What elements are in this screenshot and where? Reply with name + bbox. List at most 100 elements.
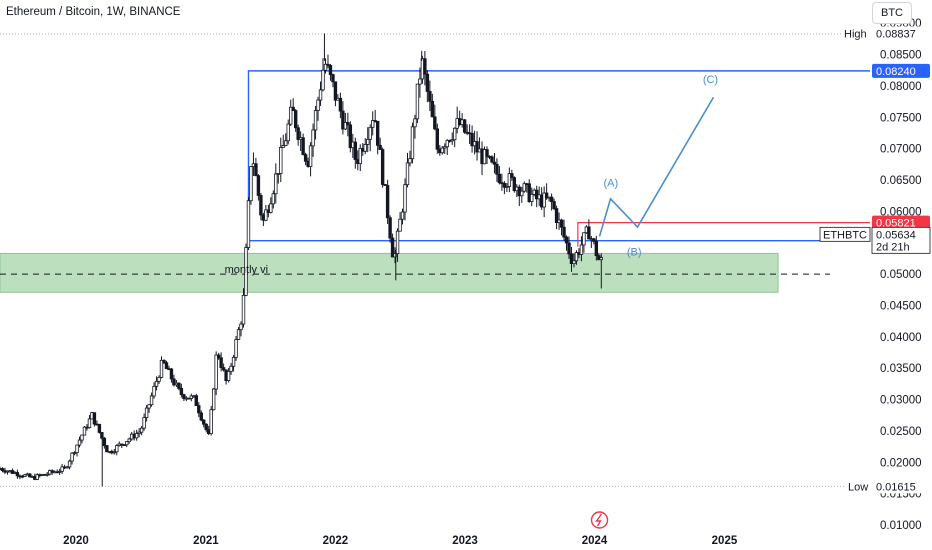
candle-body: [549, 196, 554, 202]
candle-body: [599, 257, 603, 261]
candle-body: [582, 232, 586, 246]
candle-body: [574, 252, 579, 262]
candle-body: [462, 119, 467, 133]
candle-body: [112, 451, 116, 454]
date-tick-label: 2020: [63, 535, 89, 547]
candle-body: [301, 137, 305, 155]
candle-body: [157, 376, 161, 382]
candle-body: [497, 173, 502, 184]
candle-body: [572, 260, 576, 264]
candle-body: [87, 418, 92, 428]
candle-body: [246, 200, 251, 248]
candle-body: [70, 452, 74, 462]
candle-body: [495, 163, 499, 175]
candle-body: [172, 378, 176, 386]
candle-body: [485, 149, 489, 157]
upper-level-value: 0.08240: [876, 66, 916, 78]
countdown-value: 2d 21h: [876, 241, 910, 253]
candle-body: [520, 190, 524, 197]
price-tick-label: 0.03500: [880, 363, 922, 375]
candle-body: [15, 472, 20, 477]
candle-body: [403, 184, 407, 213]
candle-body: [326, 63, 330, 66]
candle-body: [348, 124, 353, 149]
candle-body: [445, 139, 449, 148]
candle-body: [413, 118, 417, 128]
candle-body: [579, 244, 584, 255]
candle-body: [127, 438, 131, 443]
low-badge: [872, 479, 930, 494]
support-zone: [0, 252, 779, 293]
candle-body: [527, 183, 531, 203]
price-tick-label: 0.08000: [880, 81, 922, 93]
candle-body: [343, 122, 348, 130]
candle-body: [333, 81, 338, 101]
price-tick-label: 0.01000: [880, 520, 922, 532]
chart-title: Ethereum / Bitcoin, 1W, BINANCE: [6, 6, 181, 18]
high-tag: [841, 26, 871, 41]
candle-body: [440, 147, 444, 154]
candle-body: [23, 474, 27, 477]
price-tick-label: 0.07000: [880, 144, 922, 156]
candle-body: [214, 354, 218, 390]
candle-body: [475, 141, 479, 153]
candle-body: [492, 161, 497, 165]
candle-body: [410, 126, 415, 160]
candle-body: [60, 466, 64, 472]
candle-body: [80, 434, 84, 441]
date-tick-label: 2023: [452, 535, 478, 547]
candle-body: [308, 145, 313, 167]
candle-body: [142, 417, 146, 429]
candle-body: [569, 253, 574, 264]
candle-body: [388, 217, 392, 239]
candle-body: [450, 139, 454, 142]
ideas-icon: [590, 511, 609, 529]
candle-body: [256, 175, 261, 196]
candle-body: [199, 412, 203, 421]
price-tick-label: 0.05000: [880, 269, 922, 281]
candle-body: [45, 473, 49, 476]
candle-body: [338, 97, 343, 112]
candle-body: [264, 209, 268, 221]
candle-body: [82, 426, 87, 436]
elliott-wave-projection: [598, 96, 715, 237]
candle-body: [229, 365, 233, 372]
candle-body: [115, 445, 119, 453]
candle-body: [92, 412, 97, 425]
candle-body: [296, 127, 300, 140]
candle-body: [428, 91, 432, 102]
candle-body: [149, 395, 154, 406]
high-badge: [872, 26, 930, 41]
candle-body: [316, 99, 320, 111]
candle-body: [77, 439, 82, 446]
candle-body: [234, 339, 238, 358]
low-tag: [845, 479, 871, 494]
candle-body: [502, 182, 507, 188]
candle-body: [179, 388, 184, 395]
candle-body: [512, 177, 517, 192]
candle-body: [405, 162, 410, 186]
candle-body: [423, 58, 427, 75]
symbol-tag: [819, 226, 871, 242]
candle-body: [279, 147, 283, 174]
candle-body: [321, 69, 325, 91]
candle-body: [202, 419, 206, 425]
candle-body: [318, 89, 323, 101]
currency-button[interactable]: BTC: [872, 2, 912, 24]
candle-body: [216, 354, 221, 359]
candle-body: [236, 329, 241, 340]
candle-body: [231, 356, 236, 367]
candle-body: [311, 129, 315, 147]
candle-body: [346, 122, 350, 126]
price-tick-label: 0.04500: [880, 300, 922, 312]
candle-body: [378, 144, 382, 150]
candle-body: [510, 173, 514, 178]
red-level-value: 0.05821: [876, 218, 916, 230]
date-tick-label: 2024: [582, 535, 608, 547]
candle-body: [393, 253, 397, 258]
candle-body: [100, 432, 104, 439]
candle-body: [534, 189, 539, 200]
price-tick-label: 0.02000: [880, 457, 922, 469]
candle-body: [147, 404, 151, 409]
